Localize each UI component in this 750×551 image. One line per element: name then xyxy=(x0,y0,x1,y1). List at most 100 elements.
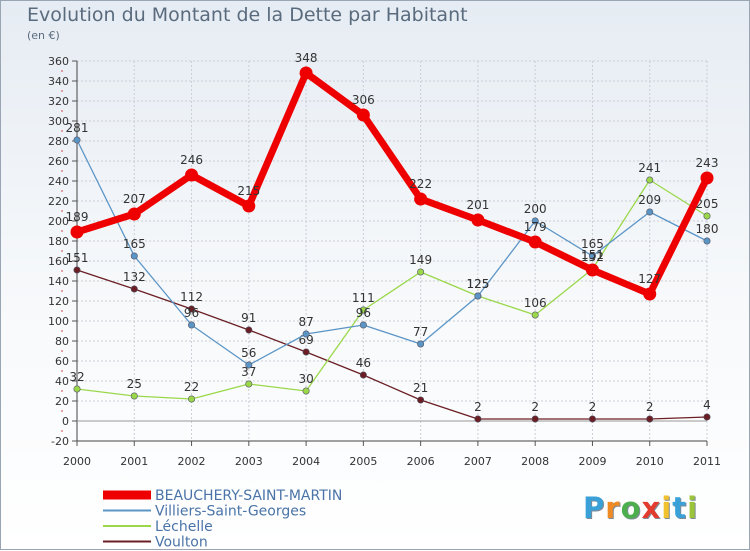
data-label: 306 xyxy=(352,93,375,107)
y-tick-label: -20 xyxy=(51,435,69,448)
x-tick-label: 2000 xyxy=(63,455,91,468)
logo-letter: P xyxy=(583,491,606,525)
data-point xyxy=(531,415,539,423)
data-point xyxy=(643,287,657,301)
data-label: 149 xyxy=(409,253,432,267)
data-label: 77 xyxy=(413,325,428,339)
data-label: 125 xyxy=(466,277,489,291)
data-label: 205 xyxy=(696,197,719,211)
x-tick-label: 2007 xyxy=(464,455,492,468)
data-label: 22 xyxy=(184,380,199,394)
y-tick-label: 320 xyxy=(48,95,69,108)
data-point xyxy=(73,136,81,144)
y-tick-label: 240 xyxy=(48,175,69,188)
data-point xyxy=(646,176,654,184)
data-label: 215 xyxy=(237,184,260,198)
data-label: 241 xyxy=(638,161,661,175)
series-line xyxy=(76,269,708,420)
data-label: 281 xyxy=(66,121,89,135)
data-label: 37 xyxy=(241,365,256,379)
x-tick-label: 2005 xyxy=(349,455,377,468)
data-label: 151 xyxy=(581,248,604,262)
data-point xyxy=(356,108,370,122)
data-label: 91 xyxy=(241,311,256,325)
data-point xyxy=(474,292,482,300)
data-point xyxy=(417,340,425,348)
x-tick-label: 2010 xyxy=(636,455,664,468)
data-label: 243 xyxy=(696,156,719,170)
legend-label: Léchelle xyxy=(155,519,213,535)
data-point xyxy=(417,268,425,276)
data-label: 200 xyxy=(524,202,547,216)
data-label: 180 xyxy=(696,222,719,236)
data-label: 201 xyxy=(466,198,489,212)
data-point xyxy=(245,380,253,388)
data-point xyxy=(646,415,654,423)
data-point xyxy=(528,235,542,249)
data-point xyxy=(417,396,425,404)
legend-label: BEAUCHERY-SAINT-MARTIN xyxy=(155,488,342,504)
data-point xyxy=(70,225,84,239)
series-line xyxy=(75,69,711,298)
y-tick-label: 340 xyxy=(48,75,69,88)
data-point xyxy=(414,192,428,206)
data-label: 87 xyxy=(298,315,313,329)
y-tick-label: 220 xyxy=(48,195,69,208)
y-tick-label: 100 xyxy=(48,315,69,328)
x-tick-label: 2011 xyxy=(693,455,721,468)
data-label: 132 xyxy=(123,270,146,284)
data-label: 207 xyxy=(123,192,146,206)
data-point xyxy=(302,330,310,338)
legend-label: Villiers-Saint-Georges xyxy=(155,504,306,520)
y-tick-label: 360 xyxy=(48,55,69,68)
data-label: 96 xyxy=(356,306,371,320)
data-point xyxy=(130,392,138,400)
data-point xyxy=(73,385,81,393)
data-point xyxy=(73,266,81,274)
data-label: 56 xyxy=(241,346,256,360)
series-villiers-saint-georges: 281 165 96 56 87 96 77 125 200 165 209 180 xyxy=(66,121,719,369)
data-point xyxy=(703,237,711,245)
data-point xyxy=(130,252,138,260)
y-tick-label: 60 xyxy=(55,355,69,368)
data-point xyxy=(703,212,711,220)
legend-label: Voulton xyxy=(155,535,208,551)
series-line xyxy=(76,139,708,366)
data-label: 222 xyxy=(409,177,432,191)
data-point xyxy=(245,326,253,334)
data-point xyxy=(188,321,196,329)
logo-letter: i xyxy=(661,491,673,525)
data-point xyxy=(359,306,367,314)
data-label: 165 xyxy=(581,237,604,251)
data-label: 21 xyxy=(413,381,428,395)
data-point xyxy=(700,171,714,185)
data-point xyxy=(359,371,367,379)
proxiti-logo: Proxiti xyxy=(583,491,698,525)
data-label: 4 xyxy=(703,398,711,412)
data-point xyxy=(130,285,138,293)
y-tick-label: 140 xyxy=(48,275,69,288)
data-point xyxy=(302,387,310,395)
data-point xyxy=(188,305,196,313)
data-label: 30 xyxy=(298,372,313,386)
data-label: 111 xyxy=(352,291,375,305)
data-point xyxy=(185,168,199,182)
logo-letter: t xyxy=(672,491,688,525)
logo-letter: x xyxy=(641,491,662,525)
data-point xyxy=(302,348,310,356)
data-point xyxy=(474,415,482,423)
y-tick-label: 160 xyxy=(48,255,69,268)
logo-letter: i xyxy=(687,491,699,525)
x-tick-label: 2002 xyxy=(178,455,206,468)
data-point xyxy=(188,395,196,403)
y-tick-label: 0 xyxy=(62,415,69,428)
data-label: 112 xyxy=(180,290,203,304)
data-label: 106 xyxy=(524,296,547,310)
x-tick-label: 2006 xyxy=(407,455,435,468)
y-tick-label: 120 xyxy=(48,295,69,308)
y-tick-label: 300 xyxy=(48,115,69,128)
data-label: 25 xyxy=(127,377,142,391)
